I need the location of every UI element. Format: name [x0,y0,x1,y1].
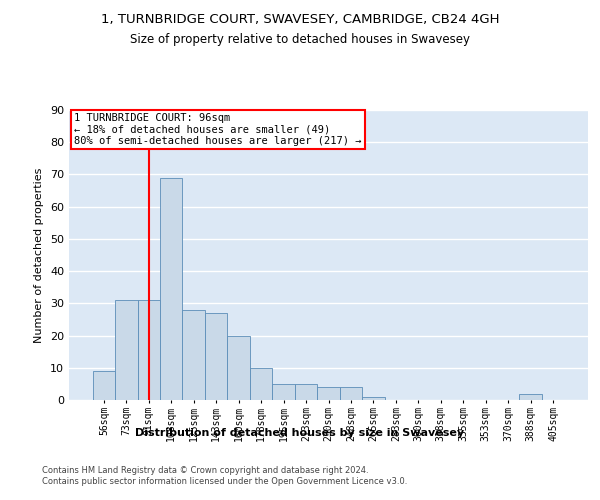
Bar [227,336,250,400]
Bar [250,368,272,400]
Text: Contains public sector information licensed under the Open Government Licence v3: Contains public sector information licen… [42,478,407,486]
Bar [362,397,385,400]
Text: Size of property relative to detached houses in Swavesey: Size of property relative to detached ho… [130,32,470,46]
Y-axis label: Number of detached properties: Number of detached properties [34,168,44,342]
Bar [205,313,227,400]
Text: Contains HM Land Registry data © Crown copyright and database right 2024.: Contains HM Land Registry data © Crown c… [42,466,368,475]
Bar [182,310,205,400]
Bar [137,300,160,400]
Bar [115,300,137,400]
Bar [340,387,362,400]
Text: Distribution of detached houses by size in Swavesey: Distribution of detached houses by size … [136,428,464,438]
Bar [295,384,317,400]
Text: 1 TURNBRIDGE COURT: 96sqm
← 18% of detached houses are smaller (49)
80% of semi-: 1 TURNBRIDGE COURT: 96sqm ← 18% of detac… [74,113,362,146]
Bar [92,371,115,400]
Bar [272,384,295,400]
Bar [160,178,182,400]
Text: 1, TURNBRIDGE COURT, SWAVESEY, CAMBRIDGE, CB24 4GH: 1, TURNBRIDGE COURT, SWAVESEY, CAMBRIDGE… [101,12,499,26]
Bar [317,387,340,400]
Bar [520,394,542,400]
